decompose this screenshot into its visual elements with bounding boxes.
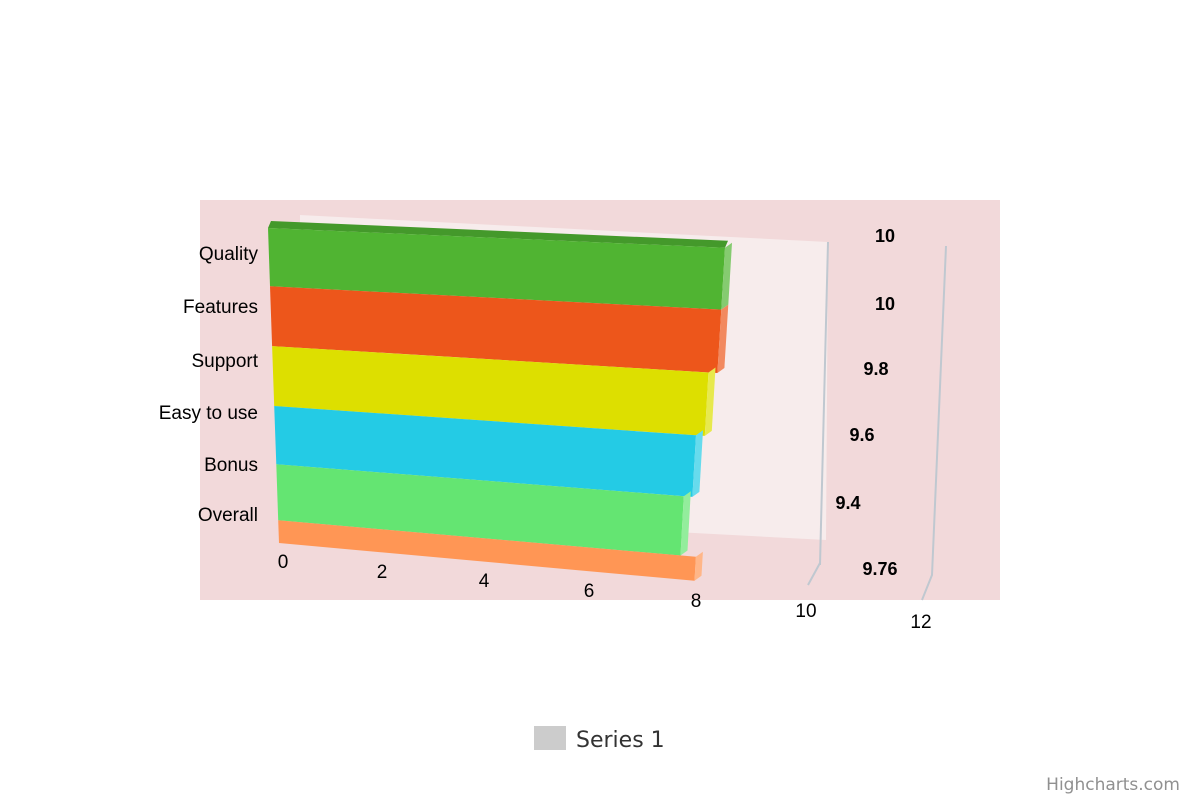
bar-end-face (704, 367, 716, 436)
x-tick-label: 8 (691, 591, 702, 612)
bar-front-face (276, 464, 684, 556)
legend-item-series-1[interactable]: Series 1 (576, 728, 665, 753)
category-labels: Quality Features Support Easy to use Bonus Ov… (159, 244, 259, 526)
bar-end-face (694, 551, 703, 581)
data-label-easy-to-use: 9.6 (849, 425, 874, 445)
bar-easy-to-use (274, 406, 703, 497)
category-label-bonus: Bonus (204, 455, 258, 476)
bar-front-face (268, 228, 725, 310)
credits[interactable]: Highcharts.com (1046, 775, 1180, 795)
bar-end-face (717, 304, 729, 373)
x-tick-label: 2 (377, 562, 388, 583)
back-wall-edge (819, 241, 829, 566)
bar-front-face (270, 286, 722, 373)
legend[interactable]: Series 1 (534, 726, 665, 753)
category-label-quality: Quality (199, 244, 259, 265)
legend-swatch[interactable] (534, 726, 566, 750)
data-label-bonus: 9.4 (835, 493, 860, 513)
category-label-easy-to-use: Easy to use (159, 403, 258, 424)
category-label-support: Support (191, 351, 258, 372)
data-labels: 10 10 9.8 9.6 9.4 9.76 (835, 226, 897, 579)
bar-front-face (274, 406, 696, 497)
extended-axis-line (921, 245, 947, 601)
data-label-quality: 10 (875, 226, 895, 246)
data-label-support: 9.8 (863, 359, 888, 379)
bar-end-face (692, 430, 703, 497)
bar-top-face (268, 221, 728, 248)
x-tick-label: 10 (795, 601, 816, 622)
bar-quality (268, 221, 732, 310)
bar-end-face (721, 242, 732, 310)
category-label-overall: Overall (198, 505, 258, 526)
bar-end-face (680, 491, 691, 556)
bars (268, 221, 732, 581)
bar-bonus (276, 464, 691, 556)
data-label-overall: 9.76 (862, 559, 897, 579)
x-tick-label: 0 (278, 552, 289, 573)
bar-front-face (278, 520, 696, 581)
bar-support (272, 346, 716, 436)
bar-features (270, 286, 729, 373)
x-axis-tick-labels: 0 2 4 6 8 10 12 (278, 552, 932, 633)
x-tick-label: 12 (910, 612, 931, 633)
x-tick-label: 6 (584, 581, 595, 602)
bar-front-face (272, 346, 709, 436)
axis-base-line (807, 562, 821, 586)
category-label-features: Features (183, 297, 258, 318)
bar-overall (278, 520, 703, 581)
data-label-features: 10 (875, 294, 895, 314)
x-tick-label: 4 (479, 571, 490, 592)
